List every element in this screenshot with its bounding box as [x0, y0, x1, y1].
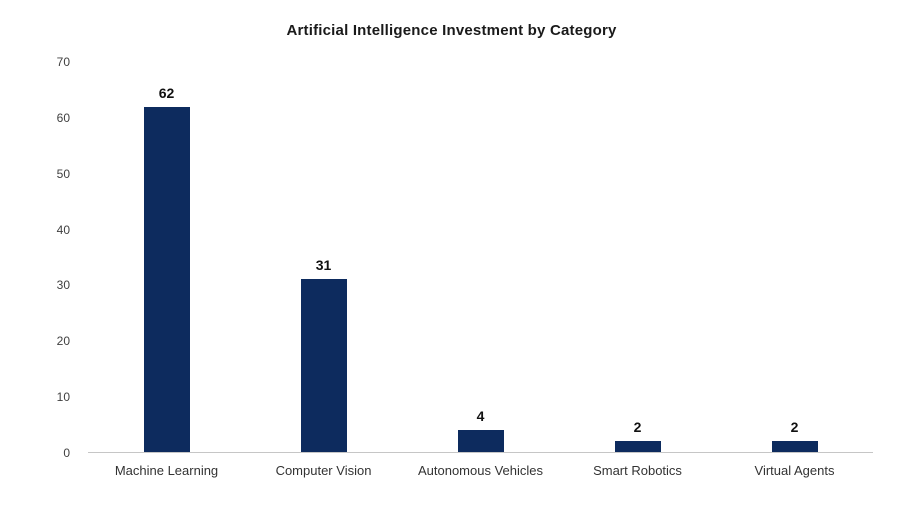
bar-slot: 2 Virtual Agents — [716, 62, 873, 478]
bar-slot: 4 Autonomous Vehicles — [402, 62, 559, 478]
bar — [771, 440, 818, 452]
bar — [300, 279, 347, 452]
y-axis-tick-label: 30 — [56, 278, 70, 293]
category-label: Machine Learning — [114, 463, 219, 478]
chart-title: Artificial Intelligence Investment by Ca… — [286, 22, 617, 39]
category-label: Autonomous Vehicles — [417, 463, 544, 478]
bar-value-label: 2 — [633, 418, 642, 435]
bar-value-label: 62 — [158, 84, 175, 101]
bar-slot: 62 Machine Learning — [88, 62, 245, 478]
y-axis-tick-label: 40 — [56, 222, 70, 237]
bar — [457, 429, 504, 452]
bar — [614, 440, 661, 452]
category-label: Computer Vision — [275, 463, 372, 478]
bar-value-label: 4 — [476, 407, 485, 424]
bar-value-label: 2 — [790, 418, 799, 435]
y-axis-tick-label: 10 — [56, 390, 70, 405]
category-label: Smart Robotics — [593, 463, 682, 478]
category-label: Virtual Agents — [754, 463, 835, 478]
bar — [143, 106, 190, 452]
bar-value-label: 31 — [315, 257, 332, 274]
y-axis-tick-label: 20 — [56, 334, 70, 349]
y-axis: 0 10 20 30 40 50 60 70 — [0, 56, 80, 459]
y-axis-tick-label: 70 — [56, 55, 70, 69]
bar-slot: 2 Smart Robotics — [559, 62, 716, 478]
y-axis-tick-label: 0 — [63, 446, 70, 460]
y-axis-tick-label: 60 — [56, 110, 70, 125]
bar-slot: 31 Computer Vision — [245, 62, 402, 478]
plot-area: 62 Machine Learning 31 Computer Vision 4 Auto… — [88, 62, 873, 478]
y-axis-tick-label: 50 — [56, 166, 70, 181]
